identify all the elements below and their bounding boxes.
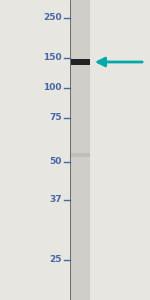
Text: 50: 50 bbox=[50, 158, 62, 166]
Text: 250: 250 bbox=[43, 14, 62, 22]
Bar bbox=[70, 0, 90, 300]
Bar bbox=[70, 153, 90, 157]
Text: 150: 150 bbox=[43, 53, 62, 62]
Text: 25: 25 bbox=[50, 256, 62, 265]
Text: 75: 75 bbox=[49, 113, 62, 122]
Text: 37: 37 bbox=[49, 196, 62, 205]
Text: 100: 100 bbox=[44, 83, 62, 92]
Bar bbox=[70, 59, 90, 65]
